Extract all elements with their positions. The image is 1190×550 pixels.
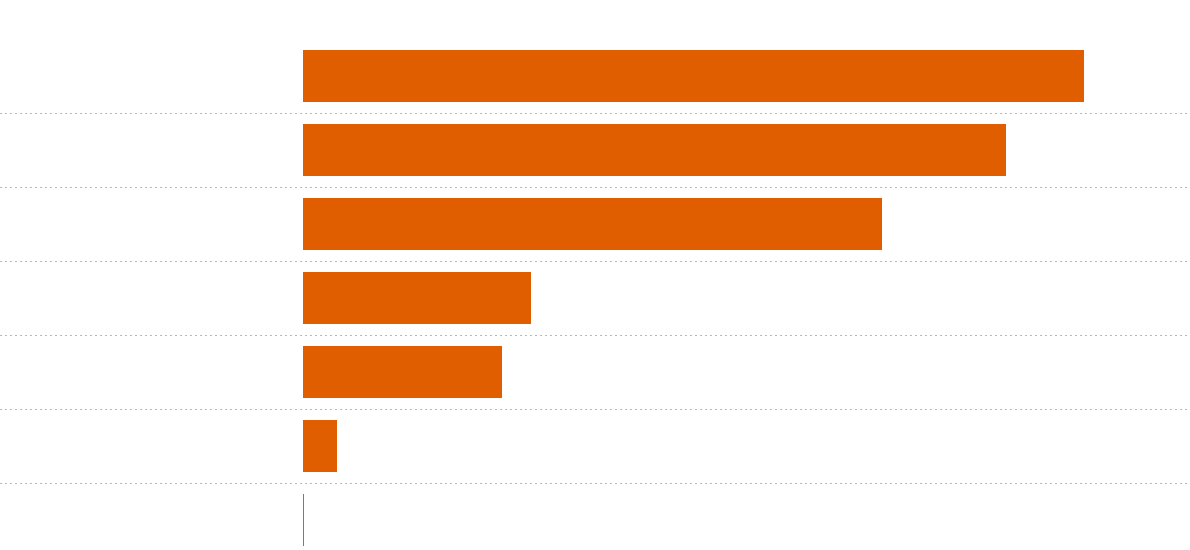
bar xyxy=(303,124,1006,176)
bar xyxy=(303,346,502,398)
bar xyxy=(303,494,304,546)
bar xyxy=(303,50,1084,102)
bar xyxy=(303,198,882,250)
bar xyxy=(303,420,337,472)
bar xyxy=(303,272,531,324)
